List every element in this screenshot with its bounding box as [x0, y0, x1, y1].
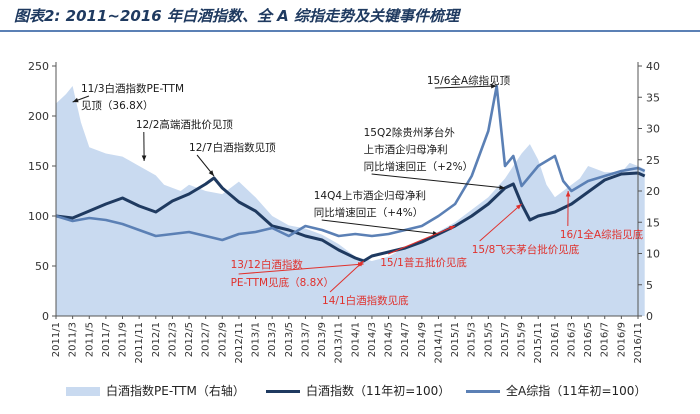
- annotation-label: 11/3白酒指数PE-TTM: [81, 82, 184, 95]
- series-area-pe: [56, 86, 645, 316]
- annotation-arrow: [434, 85, 497, 89]
- x-tick-label: 2013/7: [300, 322, 311, 357]
- annotation-label: 见顶（36.8X）: [81, 100, 154, 112]
- y-left-tick-label: 0: [42, 310, 49, 323]
- x-tick-label: 2015/1: [450, 322, 461, 357]
- y-right-tick-label: 25: [646, 154, 660, 167]
- title-bar: 图表2: 2011~2016 年白酒指数、全 A 综指走势及关键事件梳理: [0, 0, 700, 32]
- legend-label-pe: 白酒指数PE-TTM（右轴）: [106, 384, 245, 398]
- annotation-label: 12/2高端酒批价见顶: [136, 118, 234, 131]
- y-left-tick-label: 50: [35, 260, 49, 273]
- x-tick-label: 2013/1: [251, 322, 262, 357]
- y-right-tick-label: 20: [646, 185, 660, 198]
- y-right-tick-label: 0: [646, 310, 653, 323]
- y-right-tick-label: 35: [646, 91, 660, 104]
- annotation-arrowhead: [72, 97, 79, 103]
- chart-title: 图表2: 2011~2016 年白酒指数、全 A 综指走势及关键事件梳理: [14, 7, 459, 25]
- x-tick-label: 2012/5: [184, 322, 195, 357]
- annotation-arrowhead: [141, 155, 147, 161]
- x-tick-label: 2011/9: [118, 322, 129, 357]
- y-left-tick-label: 250: [28, 60, 49, 73]
- y-right-tick-label: 15: [646, 216, 660, 229]
- y-left-tick-label: 100: [28, 210, 49, 223]
- x-tick-label: 2013/5: [284, 322, 295, 357]
- x-tick-label: 2016/3: [566, 322, 577, 357]
- legend-label-baijiu: 白酒指数（11年初=100）: [306, 384, 451, 398]
- annotation-label: 同比增速回正（+4%）: [314, 206, 423, 219]
- x-tick-label: 2011/5: [84, 322, 95, 357]
- y-right-tick-label: 10: [646, 248, 660, 261]
- x-tick-label: 2012/3: [167, 322, 178, 357]
- x-tick-label: 2011/7: [101, 322, 112, 357]
- x-tick-label: 2012/11: [234, 322, 245, 364]
- x-tick-label: 2014/7: [400, 322, 411, 357]
- x-tick-label: 2016/9: [616, 322, 627, 357]
- x-tick-label: 2013/9: [317, 322, 328, 357]
- x-tick-label: 2016/1: [550, 322, 561, 357]
- x-tick-label: 2016/5: [583, 322, 594, 357]
- annotation-label: 上市酒企归母净利: [364, 143, 448, 156]
- annotation-label: 12/7白酒指数见顶: [189, 141, 276, 154]
- x-tick-label: 2014/3: [367, 322, 378, 357]
- y-right-tick-label: 30: [646, 123, 660, 136]
- annotation-label: 15/6全A综指见顶: [427, 74, 511, 87]
- annotation-label: 14Q4上市酒企归母净利: [314, 189, 426, 202]
- annotation-arrowhead: [208, 170, 214, 176]
- x-tick-label: 2016/7: [600, 322, 611, 357]
- x-tick-label: 2015/11: [533, 322, 544, 364]
- series-line-quana: [55, 84, 646, 242]
- annotation-arrow: [371, 173, 506, 189]
- x-tick-label: 2011/1: [51, 322, 62, 357]
- x-tick-label: 2015/9: [517, 322, 528, 357]
- legend-item-pe: 白酒指数PE-TTM（右轴）: [66, 382, 245, 399]
- x-tick-label: 2015/5: [483, 322, 494, 357]
- annotation-arrow: [479, 203, 522, 242]
- annotation-label: 16/1全A综指见底: [560, 228, 644, 241]
- y-left-tick-label: 200: [28, 110, 49, 123]
- x-tick-label: 2014/5: [384, 322, 395, 357]
- annotation-label: 同比增速回正（+2%）: [364, 160, 473, 173]
- annotation-arrowhead: [491, 83, 497, 89]
- legend-label-quana: 全A综指（11年初=100）: [506, 384, 647, 398]
- annotation-arrowhead: [499, 185, 505, 190]
- legend-swatch-baijiu: [266, 390, 300, 393]
- y-right-tick-label: 5: [646, 279, 653, 292]
- x-tick-label: 2013/3: [267, 322, 278, 357]
- annotation-arrow: [321, 219, 439, 235]
- y-right-tick-label: 40: [646, 60, 660, 73]
- x-tick-label: 2014/1: [350, 322, 361, 357]
- annotation-arrowhead: [515, 204, 522, 210]
- annotation-arrowhead: [565, 191, 571, 197]
- annotation-arrowhead: [449, 225, 456, 231]
- x-tick-label: 2012/9: [217, 322, 228, 357]
- annotation-label: PE-TTM见底（8.8X）: [231, 276, 334, 289]
- x-tick-label: 2016/11: [633, 322, 644, 364]
- annotation-label: 15Q2除贵州茅台外: [364, 126, 456, 139]
- annotation-label: 15/8飞天茅台批价见底: [472, 243, 580, 256]
- annotation-arrow: [238, 263, 364, 275]
- x-tick-label: 2014/9: [417, 322, 428, 357]
- x-tick-label: 2015/7: [500, 322, 511, 357]
- chart-svg: 0 50 100 150 200 250 0 5 10 15 20 25 30 35 40 2011/1 201…: [28, 60, 660, 364]
- legend: 白酒指数PE-TTM（右轴） 白酒指数（11年初=100） 全A综指（11年初=…: [0, 372, 700, 414]
- annotation-label: 13/12白酒指数: [231, 258, 304, 271]
- annotation-arrowhead: [357, 261, 364, 267]
- annotation-label: 14/1白酒指数见底: [322, 294, 409, 307]
- x-tick-label: 2014/11: [433, 322, 444, 364]
- legend-swatch-quana: [466, 390, 500, 393]
- annotation-arrow: [388, 225, 456, 255]
- legend-item-baijiu: 白酒指数（11年初=100）: [266, 382, 450, 399]
- y-left-tick-label: 150: [28, 160, 49, 173]
- x-tick-label: 2011/3: [68, 322, 79, 357]
- annotation-arrow: [329, 260, 364, 293]
- annotation-label: 15/1普五批价见底: [380, 256, 467, 269]
- x-tick-label: 2012/1: [151, 322, 162, 357]
- x-tick-label: 2011/11: [134, 322, 145, 364]
- legend-item-quana: 全A综指（11年初=100）: [466, 382, 646, 399]
- x-tick-label: 2015/3: [467, 322, 478, 357]
- x-tick-label: 2013/11: [334, 322, 345, 364]
- legend-swatch-pe: [66, 387, 100, 396]
- x-tick-label: 2012/7: [201, 322, 212, 357]
